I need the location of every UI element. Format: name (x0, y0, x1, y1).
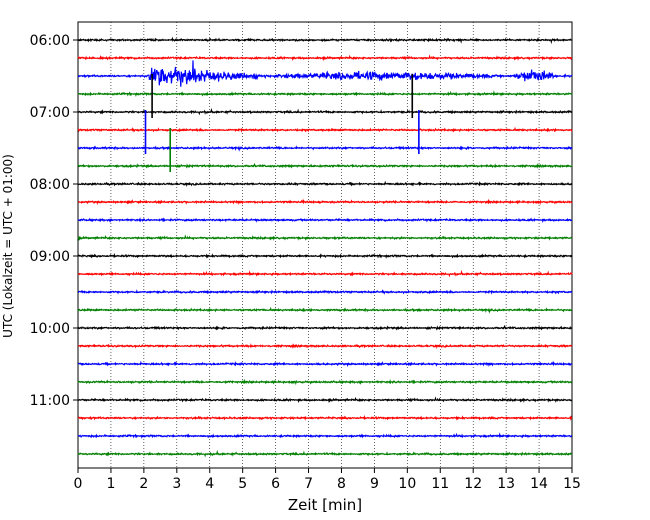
x-tick-label: 3 (172, 476, 181, 492)
seismogram-trace (77, 54, 573, 62)
x-axis: 0 1 2 3 4 5 6 7 8 9 10 11 12 13 14 15 (74, 468, 581, 492)
seismogram-trace (77, 145, 573, 152)
seismogram-trace (77, 217, 573, 224)
x-tick-label: 2 (139, 476, 148, 492)
y-tick-label: 07:00 (30, 105, 70, 121)
events-group (144, 74, 420, 172)
seismogram-trace (77, 449, 573, 458)
seismogram-trace (77, 90, 573, 97)
seismogram-trace (78, 198, 573, 206)
plot-area (77, 21, 573, 469)
x-tick-label: 14 (530, 476, 548, 492)
y-tick-label: 11:00 (30, 393, 70, 409)
x-tick-label: 4 (205, 476, 214, 492)
grid-lines (110, 22, 540, 468)
x-tick-label: 9 (370, 476, 379, 492)
y-axis: 06:00 07:00 08:00 09:00 10:00 11:00 (30, 33, 78, 409)
seismogram-trace (77, 378, 573, 386)
y-tick-label: 08:00 (30, 177, 70, 193)
y-tick-label: 10:00 (30, 321, 70, 337)
x-tick-label: 8 (337, 476, 346, 492)
y-tick-label: 06:00 (30, 33, 70, 49)
y-axis-label: UTC (Lokalzeit = UTC + 01:00) (1, 154, 15, 338)
seismogram-trace (77, 36, 573, 45)
y-tick-label: 09:00 (30, 249, 70, 265)
seismogram-trace (77, 289, 573, 295)
x-tick-label: 15 (563, 476, 581, 492)
seismogram-trace (77, 60, 573, 87)
x-tick-label: 6 (271, 476, 280, 492)
x-tick-label: 10 (398, 476, 416, 492)
seismogram-trace (77, 162, 573, 169)
seismogram-trace (77, 414, 573, 421)
x-tick-label: 7 (304, 476, 313, 492)
seismogram-trace (77, 343, 573, 349)
seismogram-trace (77, 126, 573, 133)
x-tick-label: 12 (464, 476, 482, 492)
seismogram-trace (77, 306, 573, 314)
seismogram-trace (78, 107, 573, 116)
traces-group (77, 36, 573, 458)
seismogram-trace (77, 396, 573, 404)
seismogram-trace (77, 360, 573, 368)
seismogram-trace (77, 269, 573, 278)
x-tick-label: 0 (74, 476, 83, 492)
x-tick-label: 5 (238, 476, 247, 492)
x-tick-label: 11 (431, 476, 449, 492)
seismogram-trace (77, 252, 573, 259)
x-axis-label: Zeit [min] (288, 496, 362, 514)
seismogram-trace (77, 234, 573, 242)
x-tick-label: 1 (106, 476, 115, 492)
seismogram-trace (77, 432, 573, 439)
x-tick-label: 13 (497, 476, 515, 492)
seismogram-trace (77, 180, 573, 187)
seismogram-trace (77, 324, 573, 331)
